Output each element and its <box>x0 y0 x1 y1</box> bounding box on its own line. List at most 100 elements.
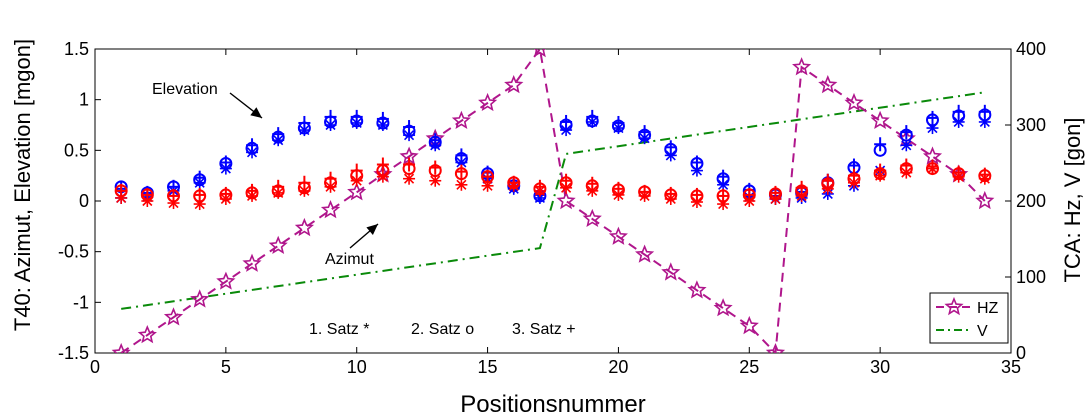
x-tick-label: 25 <box>739 357 759 377</box>
hz-point <box>975 190 995 210</box>
data-point <box>350 163 363 178</box>
hz-point <box>556 190 576 210</box>
data-point <box>560 173 573 188</box>
x-tick-label: 15 <box>478 357 498 377</box>
data-point <box>298 175 311 190</box>
marker-pentagram <box>504 75 524 94</box>
marker-star-d2 <box>430 175 441 186</box>
v-line <box>121 91 985 310</box>
x-tick-label: 20 <box>608 357 628 377</box>
data-point <box>429 133 442 148</box>
data-point <box>193 170 206 185</box>
hz-point <box>687 280 707 299</box>
marker-pentagram <box>739 315 759 335</box>
hz-point <box>268 235 288 255</box>
marker-pentagram <box>268 235 288 255</box>
x-tick-label: 5 <box>221 357 231 377</box>
legend-hz-label: HZ <box>977 300 999 317</box>
data-point <box>821 173 834 188</box>
hz-point <box>294 217 314 237</box>
data-point <box>272 179 285 194</box>
marker-pentagram <box>242 253 262 272</box>
y-left-tick-label: -0.5 <box>58 242 89 262</box>
data-point <box>507 175 520 190</box>
hz-point <box>451 110 471 130</box>
elevation-arrow <box>229 92 263 119</box>
ticks-group: 0 5 10 15 20 25 30 35 -1.5 -1 -0.5 0 0.5 1 1.5 0 100 200 3… <box>58 39 1046 377</box>
data-point <box>376 111 389 126</box>
hz-point <box>792 57 812 76</box>
data-point <box>638 184 651 199</box>
data-point <box>769 185 782 200</box>
legend-v-label: V <box>977 323 988 340</box>
y-left-tick-label: 1.5 <box>64 39 89 59</box>
data-point <box>403 120 416 135</box>
hz-point <box>765 342 786 353</box>
y-right-tick-label: 400 <box>1016 39 1046 59</box>
hz-point <box>137 325 157 344</box>
marker-pentagram <box>190 289 210 308</box>
y-left-tick-label: -1.5 <box>58 343 89 363</box>
data-point <box>978 104 991 119</box>
x-tick-label: 0 <box>90 357 100 377</box>
marker-star-d2 <box>456 157 467 168</box>
marker-pentagram <box>582 208 602 227</box>
data-point <box>586 109 599 124</box>
data-point <box>690 155 703 170</box>
legend-hz-star <box>944 296 964 316</box>
marker-pentagram <box>137 325 157 344</box>
data-point <box>847 168 860 183</box>
data-point <box>717 169 730 184</box>
labels-group: Positionsnummer T40: Azimut, Elevation [… <box>10 39 1085 417</box>
data-point <box>350 109 363 124</box>
legend: HZ V <box>929 292 1009 344</box>
marker-star-d2 <box>482 180 493 191</box>
data-point <box>141 187 154 202</box>
y-right-tick-label: 200 <box>1016 191 1046 211</box>
hz-series <box>111 49 995 353</box>
y-left-tick-label: 1 <box>79 90 89 110</box>
marker-pentagram <box>608 226 628 245</box>
y-right-tick-label: 0 <box>1016 343 1026 363</box>
satz-3-text: 3. Satz + <box>512 321 576 338</box>
data-point <box>638 125 651 140</box>
x-axis-label: Positionsnummer <box>460 391 645 417</box>
x-tick-label: 35 <box>1001 357 1021 377</box>
arrow-head <box>250 107 262 118</box>
marker-star-d2 <box>299 185 310 196</box>
azimut-arrow <box>349 223 379 249</box>
marker-pentagram <box>975 190 995 210</box>
legend-box <box>929 292 1009 344</box>
hz-point <box>818 74 838 94</box>
data-point <box>926 159 939 174</box>
marker-pentagram <box>870 110 890 130</box>
hz-point <box>242 253 262 272</box>
marker-star-d2 <box>901 140 912 151</box>
elevation-annotation: Elevation <box>152 81 218 98</box>
y-axis-label-right: TCA: Hz, V [gon] <box>1060 117 1085 282</box>
hz-point <box>661 262 681 281</box>
legend-hz-marker <box>944 296 964 316</box>
data-point <box>664 186 677 201</box>
hz-point <box>320 200 341 219</box>
y-right-tick-label: 100 <box>1016 267 1046 287</box>
hz-point <box>190 289 210 308</box>
data-point <box>246 138 259 153</box>
x-tick-label: 30 <box>870 357 890 377</box>
data-point <box>376 157 389 172</box>
data-point <box>560 114 573 129</box>
data-point <box>612 181 625 196</box>
hz-point <box>608 226 628 245</box>
marker-star-d2 <box>456 179 467 190</box>
marker-pentagram <box>792 57 812 76</box>
marker-pentagram <box>556 190 576 210</box>
v-series <box>121 91 985 310</box>
hz-point <box>163 307 184 326</box>
hz-point <box>844 92 864 112</box>
data-point <box>115 183 128 198</box>
marker-star-d2 <box>901 167 912 178</box>
marker-pentagram <box>713 298 733 317</box>
data-point <box>219 186 232 201</box>
data-point <box>455 178 468 191</box>
marker-pentagram <box>687 280 707 299</box>
